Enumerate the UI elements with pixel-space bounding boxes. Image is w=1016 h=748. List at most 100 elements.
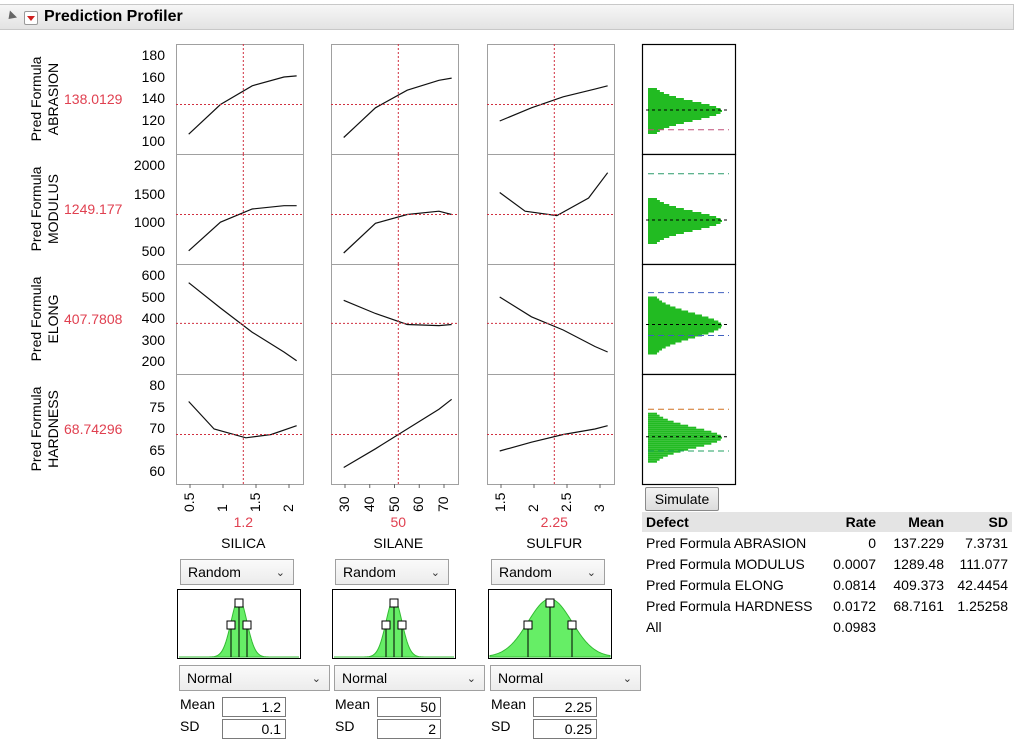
x-tick-label: 30 xyxy=(336,496,352,512)
col-header-sd: SD xyxy=(948,512,1012,532)
sd-handle-right[interactable] xyxy=(242,620,252,630)
histogram-bar xyxy=(648,338,689,341)
histogram-bar xyxy=(648,306,676,309)
histogram-bar xyxy=(648,216,717,218)
defect-name-cell: All xyxy=(646,618,662,635)
y-tick-label: 120 xyxy=(141,111,165,128)
profile-cell xyxy=(487,44,615,155)
histogram-bar xyxy=(648,434,721,437)
y-tick-label: 1500 xyxy=(133,185,165,202)
y-tick-label: 140 xyxy=(141,90,165,106)
sd-cell: 111.077 xyxy=(959,555,1008,572)
histogram-bar xyxy=(648,428,705,431)
response-current-value: 407.7808 xyxy=(64,311,123,327)
histogram-bar xyxy=(648,118,702,120)
y-tick-label: 65 xyxy=(149,441,165,458)
sd-input[interactable]: 2 xyxy=(377,719,441,739)
profile-curve xyxy=(188,401,297,439)
mean-cell: 137.229 xyxy=(893,534,944,551)
histogram-bar xyxy=(648,446,697,449)
histogram-bar xyxy=(648,88,657,90)
rate-cell: 0 xyxy=(868,534,876,551)
histogram-bar xyxy=(648,352,657,355)
histogram-bar xyxy=(648,444,705,447)
mean-handle[interactable] xyxy=(389,598,399,608)
histogram-bar xyxy=(648,304,671,307)
distribution-shape-select[interactable]: Normal ⌄ xyxy=(179,665,330,691)
histogram-bar xyxy=(648,460,657,463)
histogram-bar xyxy=(648,332,709,335)
histogram-bar xyxy=(648,226,710,228)
simulate-button[interactable]: Simulate xyxy=(645,487,719,511)
histogram-bar xyxy=(648,214,710,216)
sd-handle-right[interactable] xyxy=(397,620,407,630)
histogram-bar xyxy=(648,238,664,240)
chevron-down-icon: ⌄ xyxy=(311,673,321,685)
chevron-down-icon: ⌄ xyxy=(275,567,285,579)
histogram-bar xyxy=(648,240,660,242)
sd-handle-left[interactable] xyxy=(381,620,391,630)
histogram-bar xyxy=(648,92,664,94)
sd-input[interactable]: 0.1 xyxy=(222,719,286,739)
mean-input[interactable]: 2.25 xyxy=(533,697,597,717)
red-triangle-menu-icon[interactable] xyxy=(24,11,38,25)
histogram-bar xyxy=(648,442,712,445)
distribution-type-select[interactable]: Random ⌄ xyxy=(180,559,294,585)
mean-cell: 409.373 xyxy=(893,576,944,593)
histogram-bar xyxy=(648,458,660,461)
histogram-bar xyxy=(648,452,674,455)
sd-cell: 42.4454 xyxy=(957,576,1008,593)
chevron-down-icon: ⌄ xyxy=(586,567,596,579)
distribution-type-select[interactable]: Random ⌄ xyxy=(335,559,449,585)
histogram-bar xyxy=(648,324,722,327)
histogram-bar xyxy=(648,328,719,331)
profile-cell xyxy=(331,44,459,155)
histogram-bar xyxy=(648,116,710,118)
defect-name-cell: Pred Formula MODULUS xyxy=(646,555,805,572)
sd-label: SD xyxy=(180,718,200,734)
histogram-bar xyxy=(648,230,693,232)
chevron-down-icon: ⌄ xyxy=(430,567,440,579)
sd-input[interactable]: 0.25 xyxy=(533,719,597,739)
profile-cell xyxy=(487,264,615,375)
histogram-bar xyxy=(648,414,660,417)
x-tick-label: 40 xyxy=(360,496,377,512)
sd-handle-left[interactable] xyxy=(226,620,236,630)
y-tick-label: 100 xyxy=(141,133,165,149)
profile-cell xyxy=(176,374,304,485)
histogram-bar xyxy=(648,108,721,110)
sd-handle-right[interactable] xyxy=(567,620,577,630)
mean-input[interactable]: 1.2 xyxy=(222,697,286,717)
histogram-bar xyxy=(648,346,666,349)
mean-input[interactable]: 50 xyxy=(377,697,441,717)
histogram-bar xyxy=(648,222,721,224)
distribution-shape-value: Normal xyxy=(342,670,388,686)
y-tick-label: 500 xyxy=(141,288,165,305)
distribution-shape-select[interactable]: Normal ⌄ xyxy=(334,665,485,691)
factor-distribution-plot xyxy=(488,589,612,659)
histogram-bar xyxy=(648,440,718,443)
factor-current-value[interactable]: 50 xyxy=(390,514,407,530)
histogram-bar xyxy=(648,424,689,427)
profile-curve xyxy=(188,205,297,252)
factor-current-value[interactable]: 2.25 xyxy=(540,514,568,530)
rate-cell: 0.0172 xyxy=(833,597,876,614)
mean-label: Mean xyxy=(180,696,216,712)
histogram-bar xyxy=(648,432,718,435)
rate-cell: 0.0814 xyxy=(833,576,876,593)
y-tick-label: 180 xyxy=(141,47,165,63)
histogram-bar xyxy=(648,204,670,206)
histogram-bar xyxy=(648,448,689,451)
distribution-type-select[interactable]: Random ⌄ xyxy=(491,559,605,585)
histogram-bar xyxy=(648,132,657,134)
mean-handle[interactable] xyxy=(545,598,555,608)
y-tick-label: 500 xyxy=(141,243,165,259)
table-row: All 0.0983 xyxy=(642,616,1012,637)
factor-current-value[interactable]: 1.2 xyxy=(233,514,254,530)
histogram-bar xyxy=(648,212,702,214)
distribution-shape-select[interactable]: Normal ⌄ xyxy=(490,665,641,691)
mean-cell xyxy=(880,616,948,637)
sd-handle-left[interactable] xyxy=(523,620,533,630)
mean-handle[interactable] xyxy=(234,598,244,608)
histogram-bar xyxy=(648,344,671,347)
